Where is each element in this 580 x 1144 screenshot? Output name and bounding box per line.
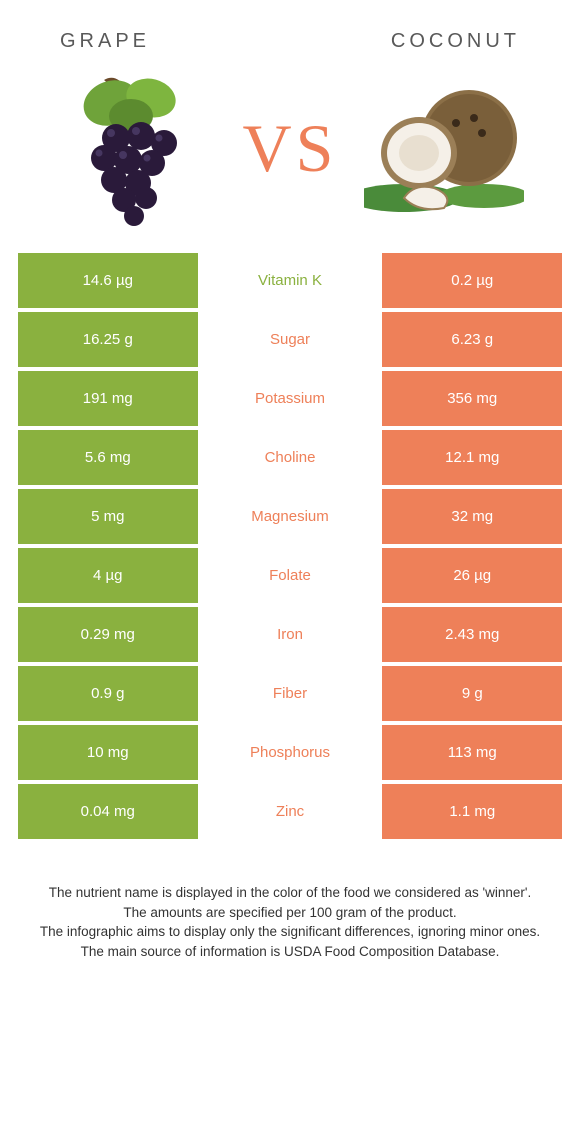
value-left: 5.6 mg <box>18 430 198 485</box>
hero-row: VS <box>0 63 580 253</box>
footer-line: The infographic aims to display only the… <box>30 922 550 942</box>
table-row: 0.04 mgZinc1.1 mg <box>18 784 562 839</box>
value-left: 14.6 µg <box>18 253 198 308</box>
grape-icon <box>56 68 216 228</box>
footer-line: The amounts are specified per 100 gram o… <box>30 903 550 923</box>
nutrient-label: Fiber <box>198 666 383 721</box>
coconut-icon <box>364 68 524 228</box>
value-right: 1.1 mg <box>382 784 562 839</box>
footer-notes: The nutrient name is displayed in the co… <box>0 843 580 961</box>
nutrient-label: Potassium <box>198 371 383 426</box>
value-left: 0.29 mg <box>18 607 198 662</box>
grape-image <box>40 68 233 228</box>
nutrient-label: Iron <box>198 607 383 662</box>
nutrient-label: Magnesium <box>198 489 383 544</box>
value-right: 32 mg <box>382 489 562 544</box>
vs-label: VS <box>243 109 338 188</box>
value-right: 6.23 g <box>382 312 562 367</box>
value-right: 12.1 mg <box>382 430 562 485</box>
footer-line: The nutrient name is displayed in the co… <box>30 883 550 903</box>
table-row: 0.29 mgIron2.43 mg <box>18 607 562 662</box>
value-right: 113 mg <box>382 725 562 780</box>
value-right: 9 g <box>382 666 562 721</box>
value-right: 26 µg <box>382 548 562 603</box>
value-left: 10 mg <box>18 725 198 780</box>
value-left: 16.25 g <box>18 312 198 367</box>
table-row: 5 mgMagnesium32 mg <box>18 489 562 544</box>
footer-line: The main source of information is USDA F… <box>30 942 550 962</box>
value-left: 4 µg <box>18 548 198 603</box>
value-left: 5 mg <box>18 489 198 544</box>
value-right: 2.43 mg <box>382 607 562 662</box>
table-row: 16.25 gSugar6.23 g <box>18 312 562 367</box>
nutrient-label: Folate <box>198 548 383 603</box>
nutrient-table: 14.6 µgVitamin K0.2 µg16.25 gSugar6.23 g… <box>0 253 580 843</box>
nutrient-label: Zinc <box>198 784 383 839</box>
table-row: 191 mgPotassium356 mg <box>18 371 562 426</box>
nutrient-label: Choline <box>198 430 383 485</box>
header-right-label: COCONUT <box>391 30 520 53</box>
value-left: 0.04 mg <box>18 784 198 839</box>
nutrient-label: Phosphorus <box>198 725 383 780</box>
table-row: 14.6 µgVitamin K0.2 µg <box>18 253 562 308</box>
value-right: 0.2 µg <box>382 253 562 308</box>
nutrient-label: Vitamin K <box>198 253 383 308</box>
value-left: 191 mg <box>18 371 198 426</box>
coconut-image <box>347 68 540 228</box>
table-row: 5.6 mgCholine12.1 mg <box>18 430 562 485</box>
header: GRAPE COCONUT <box>0 0 580 63</box>
value-left: 0.9 g <box>18 666 198 721</box>
table-row: 0.9 gFiber9 g <box>18 666 562 721</box>
header-left-label: GRAPE <box>60 30 150 53</box>
table-row: 10 mgPhosphorus113 mg <box>18 725 562 780</box>
value-right: 356 mg <box>382 371 562 426</box>
nutrient-label: Sugar <box>198 312 383 367</box>
table-row: 4 µgFolate26 µg <box>18 548 562 603</box>
